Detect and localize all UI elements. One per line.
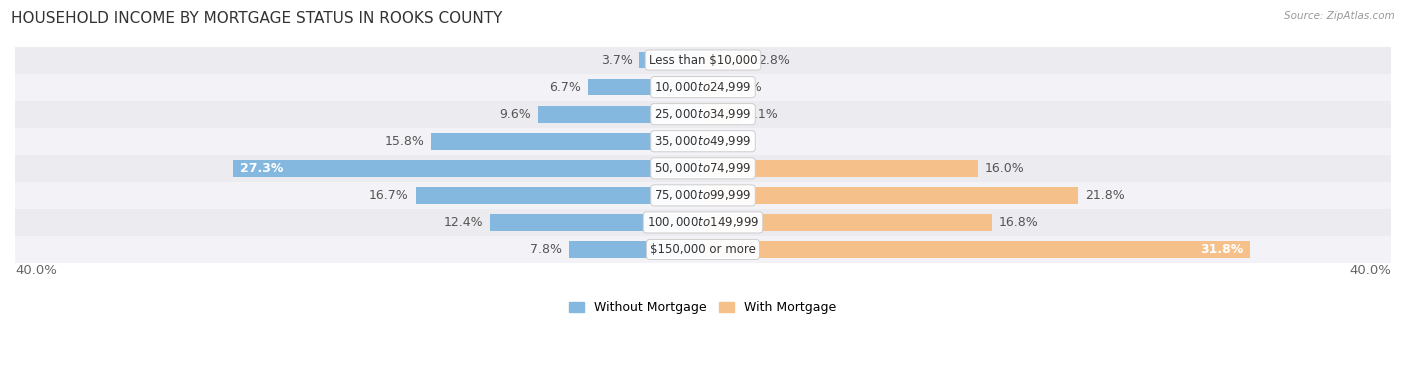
Bar — [15, 236, 1391, 263]
Bar — [432, 133, 703, 150]
Text: 2.8%: 2.8% — [758, 54, 790, 67]
Text: Less than $10,000: Less than $10,000 — [648, 54, 758, 67]
Bar — [233, 160, 703, 177]
Text: 1.2%: 1.2% — [731, 81, 762, 93]
Text: 16.8%: 16.8% — [998, 216, 1039, 229]
Text: 16.7%: 16.7% — [370, 189, 409, 202]
Bar — [703, 79, 724, 95]
Bar — [416, 187, 703, 204]
Text: 9.6%: 9.6% — [499, 108, 531, 121]
Bar — [703, 214, 993, 231]
Text: 21.8%: 21.8% — [1085, 189, 1125, 202]
Bar — [588, 79, 703, 95]
Bar — [703, 160, 979, 177]
Text: 12.4%: 12.4% — [443, 216, 482, 229]
Text: Source: ZipAtlas.com: Source: ZipAtlas.com — [1284, 11, 1395, 21]
Text: $50,000 to $74,999: $50,000 to $74,999 — [654, 161, 752, 175]
Text: $75,000 to $99,999: $75,000 to $99,999 — [654, 188, 752, 202]
Bar — [15, 209, 1391, 236]
Bar — [15, 74, 1391, 101]
Bar — [569, 241, 703, 258]
Text: 40.0%: 40.0% — [1350, 264, 1391, 277]
Bar — [640, 52, 703, 69]
Text: $10,000 to $24,999: $10,000 to $24,999 — [654, 80, 752, 94]
Bar — [703, 106, 740, 123]
Text: $35,000 to $49,999: $35,000 to $49,999 — [654, 134, 752, 148]
Text: 7.8%: 7.8% — [530, 243, 562, 256]
Text: $150,000 or more: $150,000 or more — [650, 243, 756, 256]
Text: $100,000 to $149,999: $100,000 to $149,999 — [647, 215, 759, 230]
Text: 40.0%: 40.0% — [15, 264, 56, 277]
Bar — [15, 182, 1391, 209]
Text: $25,000 to $34,999: $25,000 to $34,999 — [654, 107, 752, 121]
Text: 3.7%: 3.7% — [600, 54, 633, 67]
Text: 15.8%: 15.8% — [384, 135, 425, 148]
Bar — [15, 101, 1391, 128]
Bar — [489, 214, 703, 231]
Bar — [703, 52, 751, 69]
Bar — [538, 106, 703, 123]
Text: 6.7%: 6.7% — [548, 81, 581, 93]
Text: 27.3%: 27.3% — [240, 162, 284, 175]
Legend: Without Mortgage, With Mortgage: Without Mortgage, With Mortgage — [564, 296, 842, 319]
Bar — [703, 241, 1250, 258]
Bar — [703, 133, 706, 150]
Bar — [703, 187, 1078, 204]
Text: 31.8%: 31.8% — [1199, 243, 1243, 256]
Bar — [15, 128, 1391, 155]
Bar — [15, 155, 1391, 182]
Text: HOUSEHOLD INCOME BY MORTGAGE STATUS IN ROOKS COUNTY: HOUSEHOLD INCOME BY MORTGAGE STATUS IN R… — [11, 11, 502, 26]
Text: 0.16%: 0.16% — [713, 135, 752, 148]
Text: 16.0%: 16.0% — [986, 162, 1025, 175]
Text: 2.1%: 2.1% — [747, 108, 778, 121]
Bar — [15, 46, 1391, 74]
